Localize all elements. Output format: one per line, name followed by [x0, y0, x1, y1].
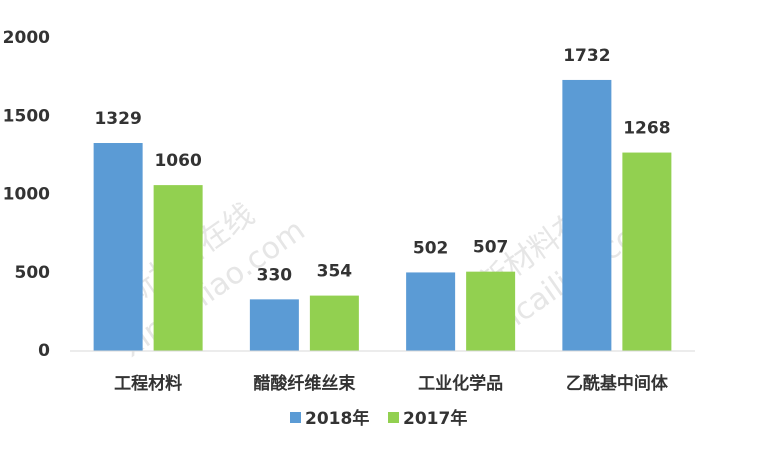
- x-tick-label: 醋酸纤维丝束: [253, 373, 355, 394]
- bar: [249, 299, 299, 351]
- data-label: 502: [413, 238, 449, 258]
- bar: [622, 152, 672, 351]
- data-label: 354: [317, 262, 353, 282]
- data-label: 1732: [563, 46, 610, 66]
- data-label: 1060: [154, 151, 201, 171]
- bar: [562, 79, 612, 351]
- legend-label: 2017年: [403, 408, 467, 429]
- x-tick-label: 工程材料: [114, 373, 182, 394]
- bar: [309, 295, 359, 351]
- legend-swatch: [290, 412, 301, 423]
- y-tick-label: 0: [38, 341, 50, 361]
- x-tick-label: 乙酰基中间体: [566, 373, 669, 394]
- data-label: 1268: [623, 119, 670, 139]
- legend-swatch: [388, 412, 399, 423]
- data-label: 507: [473, 238, 509, 258]
- y-tick-label: 500: [15, 263, 51, 283]
- bar: [466, 271, 516, 351]
- y-tick-label: 1000: [3, 185, 50, 205]
- data-label: 1329: [94, 109, 141, 129]
- legend-label: 2018年: [305, 408, 369, 429]
- data-label: 330: [257, 265, 293, 285]
- y-tick-label: 1500: [3, 106, 50, 126]
- x-tick-label: 工业化学品: [418, 373, 503, 394]
- bar: [406, 272, 456, 351]
- y-tick-label: 2000: [3, 28, 50, 48]
- bar: [93, 143, 143, 351]
- bar: [153, 185, 203, 351]
